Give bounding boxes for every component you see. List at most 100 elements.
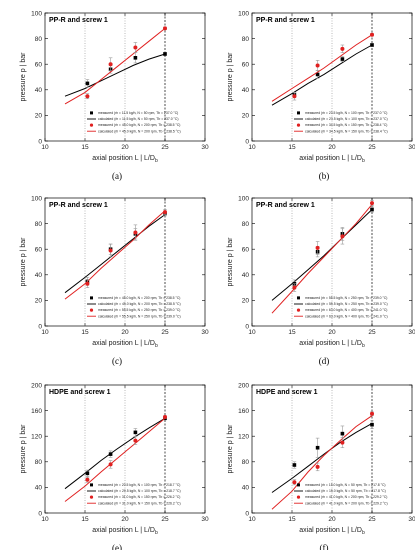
- legend-marker: [90, 483, 93, 487]
- x-tick-label: 20: [328, 329, 336, 336]
- x-tick-label: 25: [368, 144, 376, 151]
- legend-marker: [297, 483, 300, 487]
- y-tick-label: 160: [31, 408, 42, 415]
- plot-frame: [251, 12, 413, 142]
- panel-label: (a): [112, 171, 122, 181]
- y-tick-label: 60: [35, 62, 43, 69]
- measured-point: [370, 201, 374, 206]
- legend-entry: measured (ṁ = 23.5 kg/h, N = 100 rpm, Tb…: [305, 111, 387, 115]
- measured-point: [133, 438, 138, 443]
- y-tick-label: 0: [38, 510, 42, 517]
- calculated-line: [271, 209, 373, 301]
- x-tick-label: 20: [121, 144, 129, 151]
- x-tick-label: 30: [408, 144, 415, 151]
- legend-entry: measured (ṁ = 31.0 kg/h, N = 150 rpm, Tb…: [98, 495, 180, 499]
- legend-entry: measured (ṁ = 34.5 kg/h, N = 150 rpm, Tb…: [305, 123, 387, 127]
- chart-panel-c: 10 15 20 25 30 0 20 40 60 80 100 PP-R and screw 1 me…: [20, 195, 209, 366]
- x-tick-label: 30: [408, 329, 415, 336]
- y-tick-label: 20: [35, 113, 43, 120]
- legend-entry: calculated (ṁ = 20.5 kg/h, N = 100 rpm, …: [98, 489, 181, 493]
- legend-entry: calculated (ṁ = 55.5 kg/h, N = 250 rpm, …: [305, 302, 388, 306]
- x-axis-label: axial position L | L/Db: [299, 155, 365, 164]
- x-axis-label: axial position L | L/Db: [299, 527, 365, 536]
- measured-point: [85, 471, 90, 476]
- y-tick-label: 0: [38, 323, 42, 330]
- legend-marker: [296, 123, 301, 127]
- x-tick-label: 25: [368, 516, 376, 523]
- x-tick-label: 30: [201, 516, 209, 523]
- measured-point: [340, 440, 345, 445]
- x-tick-label: 10: [41, 144, 49, 151]
- legend-entry: calculated (ṁ = 45.0 kg/h, N = 200 rpm, …: [98, 302, 181, 306]
- x-tick-label: 15: [81, 329, 89, 336]
- panel-label: (d): [319, 356, 330, 366]
- measured-point: [108, 452, 113, 456]
- x-axis-label: axial position L | L/Db: [92, 340, 158, 349]
- x-axis-label: axial position L | L/Db: [92, 155, 158, 164]
- y-axis-label: pressure p | bar: [227, 424, 234, 474]
- plot-frame: [44, 197, 206, 327]
- measured-point: [340, 234, 345, 239]
- measured-point: [370, 43, 374, 47]
- plot-frame: [44, 12, 206, 142]
- y-tick-label: 20: [242, 298, 250, 305]
- y-tick-label: 60: [35, 247, 43, 254]
- chart-panel-b: 10 15 20 25 30 0 20 40 60 80 100 PP-R and screw 1 me…: [227, 10, 415, 181]
- legend-entry: calculated (ṁ = 55.5 kg/h, N = 250 rpm, …: [98, 314, 181, 318]
- y-tick-label: 20: [35, 298, 43, 305]
- legend-entry: calculated (ṁ = 23.5 kg/h, N = 100 rpm, …: [305, 117, 388, 121]
- measured-point: [108, 62, 113, 67]
- x-axis-label-subscript: b: [362, 343, 365, 349]
- x-tick-label: 30: [201, 329, 209, 336]
- measured-point: [163, 26, 167, 31]
- y-axis-label: pressure p | bar: [20, 424, 27, 474]
- y-tick-label: 60: [242, 247, 250, 254]
- chart-title: HDPE and screw 1: [49, 389, 111, 396]
- y-tick-label: 200: [238, 382, 249, 389]
- x-tick-label: 10: [41, 329, 49, 336]
- y-tick-label: 40: [35, 485, 43, 492]
- legend-entry: calculated (ṁ = 31.0 kg/h, N = 150 rpm, …: [98, 501, 181, 505]
- x-axis-label: axial position L | L/Db: [92, 527, 158, 536]
- x-axis-label: axial position L | L/Db: [299, 340, 365, 349]
- x-tick-label: 30: [201, 144, 209, 151]
- calculated-line: [64, 417, 166, 490]
- y-tick-label: 0: [245, 323, 249, 330]
- legend-entry: measured (ṁ = 55.5 kg/h, N = 250 rpm, Tb…: [305, 296, 387, 300]
- x-tick-label: 20: [121, 516, 129, 523]
- y-tick-label: 40: [242, 272, 250, 279]
- calculated-line: [64, 214, 166, 294]
- measured-point: [163, 415, 167, 419]
- chart-panel-a: 10 15 20 25 30 0 20 40 60 80 100 PP-R and screw 1 me…: [20, 10, 209, 181]
- legend-marker: [90, 111, 93, 115]
- y-tick-label: 200: [31, 382, 42, 389]
- x-tick-label: 15: [288, 144, 296, 151]
- x-axis-label-subscript: b: [155, 158, 158, 164]
- measured-point: [133, 45, 138, 50]
- x-tick-label: 25: [368, 329, 376, 336]
- x-axis-label-subscript: b: [155, 530, 158, 536]
- x-tick-label: 10: [248, 329, 256, 336]
- calculated-line: [271, 34, 373, 102]
- calculated-line: [271, 204, 373, 314]
- measured-point: [370, 207, 374, 212]
- y-tick-label: 40: [35, 272, 43, 279]
- calculated-line: [64, 417, 166, 502]
- legend-entry: measured (ṁ = 11.5 kg/h, N = 50 rpm, Tb …: [98, 111, 178, 115]
- y-axis-label: pressure p | bar: [227, 237, 234, 287]
- x-tick-label: 25: [161, 329, 169, 336]
- measured-point: [85, 477, 90, 482]
- plot-frame: [44, 384, 206, 514]
- measured-point: [163, 52, 167, 56]
- x-tick-label: 20: [328, 516, 336, 523]
- x-tick-label: 15: [81, 516, 89, 523]
- x-axis-label-subscript: b: [362, 530, 365, 536]
- measured-point: [108, 248, 113, 253]
- measured-point: [292, 285, 297, 290]
- panel-label: (e): [112, 543, 122, 550]
- measured-point: [85, 81, 90, 86]
- measured-point: [133, 56, 138, 60]
- y-tick-label: 0: [38, 138, 42, 145]
- y-tick-label: 40: [242, 485, 250, 492]
